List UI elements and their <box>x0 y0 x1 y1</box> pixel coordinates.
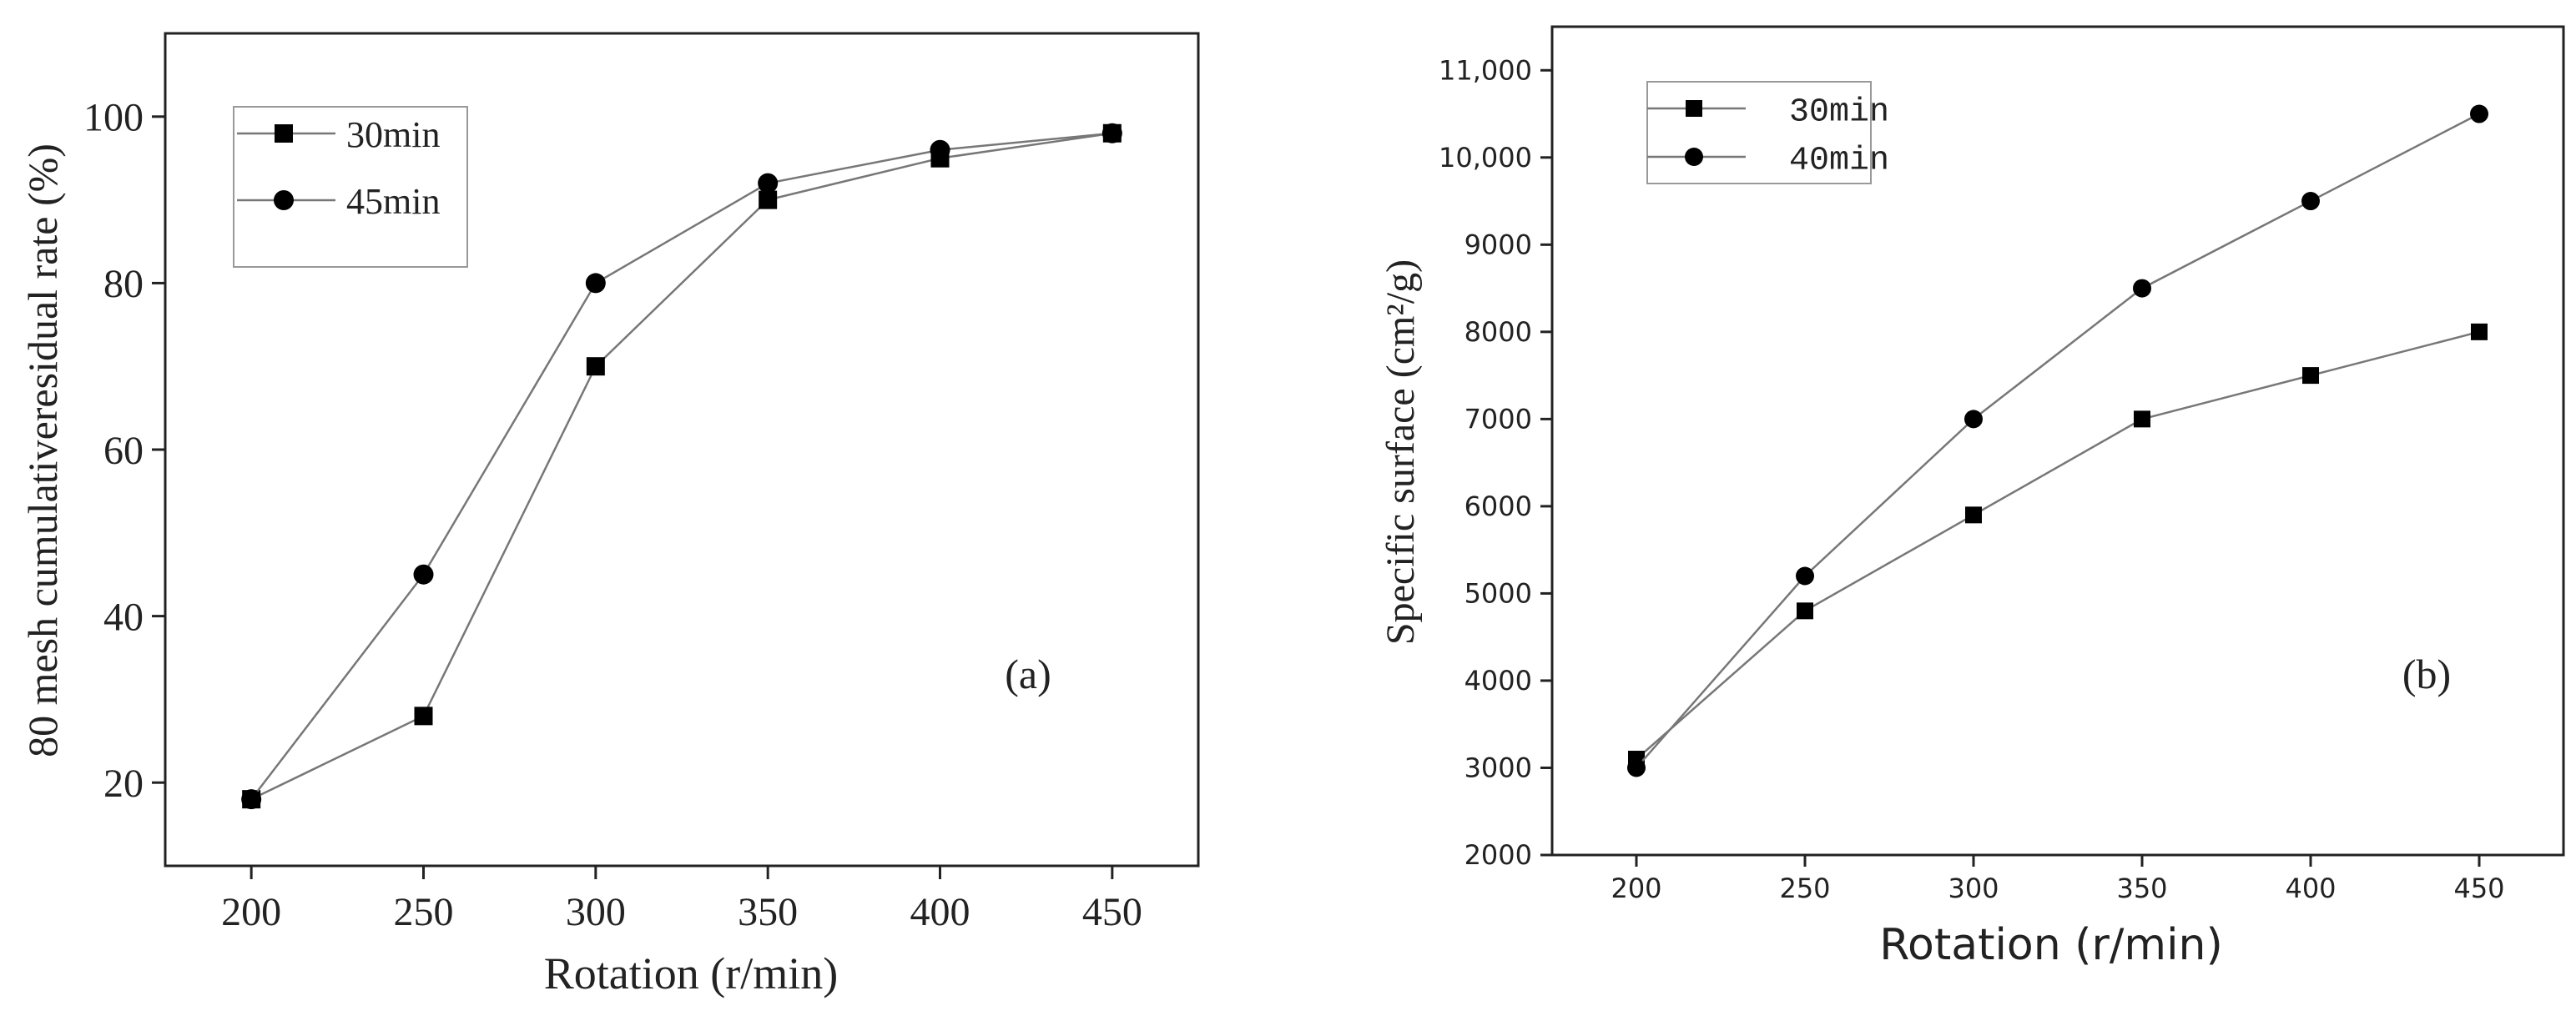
x-tick-label: 450 <box>2453 873 2504 904</box>
data-point-square <box>759 190 778 209</box>
y-tick-label: 2000 <box>1464 839 1532 871</box>
y-tick-label: 11,000 <box>1439 54 1532 86</box>
data-point-circle <box>241 789 262 810</box>
legend: 30min 45min <box>233 106 468 268</box>
y-tick-label: 60 <box>103 429 144 473</box>
data-point-circle <box>1964 410 1983 429</box>
data-point-circle <box>585 273 606 294</box>
x-tick-label: 450 <box>1082 890 1142 934</box>
series-line-30min <box>250 132 1113 801</box>
y-tick-label: 100 <box>83 96 144 140</box>
x-tick-label: 350 <box>2116 873 2167 904</box>
data-point-square <box>2302 367 2319 385</box>
data-point-square <box>1797 602 1813 620</box>
data-point-circle <box>1796 566 1814 586</box>
chart-panel-a: 200 250 300 350 400 450 20 40 60 80 100 Rotation (r… <box>19 32 1200 998</box>
legend: 30min 40min <box>1646 81 1889 184</box>
y-tick-label: 3000 <box>1464 752 1532 784</box>
x-tick-label: 200 <box>1611 873 1661 904</box>
y-tick-label: 6000 <box>1464 490 1532 522</box>
y-tick-label: 4000 <box>1464 665 1532 697</box>
legend-label: 30min <box>346 114 440 155</box>
data-point-circle <box>1627 758 1646 777</box>
x-tick-label: 350 <box>738 890 798 934</box>
y-tick-label: 10,000 <box>1439 142 1532 174</box>
data-point-circle <box>1101 123 1122 143</box>
y-axis-label: 80 mesh cumulativeresidual rate (%) <box>19 143 66 757</box>
data-point-circle <box>413 564 434 585</box>
series-line-45min <box>250 132 1112 800</box>
legend-label: 40min <box>1789 142 1889 179</box>
x-tick-label: 200 <box>221 890 281 934</box>
y-tick-label: 7000 <box>1464 404 1532 435</box>
x-tick-label: 250 <box>1779 873 1830 904</box>
chart-panel-b: 200 250 300 350 400 450 2000 3000 4000 5000 6000 70… <box>1379 25 2565 970</box>
data-point-circle <box>2470 104 2488 123</box>
legend-box <box>1646 81 1872 184</box>
y-axis-label: Specific surface (cm²/g) <box>1379 259 1423 645</box>
data-point-circle <box>2133 279 2151 298</box>
y-tick-label: 40 <box>103 595 144 639</box>
legend-label: 30min <box>1789 93 1889 131</box>
series-line-30min <box>1636 330 2480 760</box>
y-tick-label: 9000 <box>1464 229 1532 261</box>
plot-frame <box>1550 25 2565 857</box>
panel-label: (b) <box>2402 651 2451 697</box>
series-line-40min <box>1636 113 2480 769</box>
panel-label: (a) <box>1005 651 1051 697</box>
data-point-square <box>1965 506 1982 524</box>
x-tick-label: 300 <box>566 890 626 934</box>
data-point-circle <box>930 139 950 160</box>
y-tick-label: 8000 <box>1464 316 1532 348</box>
x-tick-label: 300 <box>1948 873 1999 904</box>
data-point-square <box>586 357 605 376</box>
legend-marker-square <box>275 124 293 143</box>
data-point-circle <box>2301 192 2320 211</box>
data-point-square <box>414 707 433 726</box>
legend-label: 45min <box>346 181 440 222</box>
data-point-square <box>2471 323 2488 340</box>
y-tick-label: 5000 <box>1464 578 1532 610</box>
y-tick-label: 80 <box>103 262 144 306</box>
x-tick-label: 400 <box>2285 873 2336 904</box>
legend-marker-circle <box>1685 148 1703 166</box>
x-axis-label: Rotation (r/min) <box>1879 920 2223 970</box>
x-tick-label: 400 <box>910 890 970 934</box>
x-tick-label: 250 <box>394 890 454 934</box>
data-point-square <box>2134 410 2150 428</box>
data-point-circle <box>758 173 779 194</box>
y-tick-label: 20 <box>103 762 144 806</box>
x-axis-label: Rotation (r/min) <box>544 948 838 998</box>
legend-marker-square <box>1686 100 1702 117</box>
legend-marker-circle <box>274 190 294 210</box>
